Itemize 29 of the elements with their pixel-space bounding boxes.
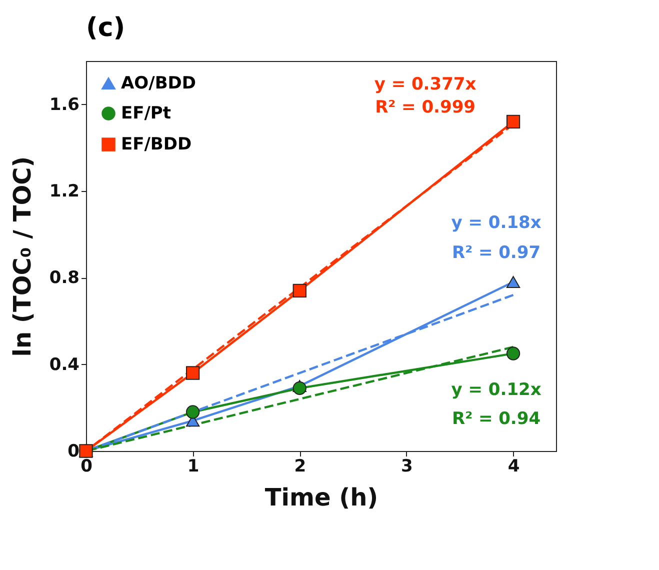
point — [506, 114, 520, 128]
point — [292, 284, 306, 298]
chart-title: (c) — [86, 13, 126, 43]
point — [186, 405, 200, 419]
point — [292, 381, 306, 395]
point — [186, 366, 200, 380]
x-tick-label: 0 — [80, 456, 93, 476]
point — [506, 276, 520, 288]
annotation: R² = 0.97 — [452, 243, 541, 263]
y-axis-title: ln (TOC₀ / TOC) — [8, 156, 36, 357]
annotation: y = 0.377x — [374, 74, 476, 94]
annotation: R² = 0.94 — [452, 409, 541, 429]
y-tick-label: 1.6 — [49, 94, 80, 115]
annotation: R² = 0.999 — [375, 97, 476, 118]
legend-label: AO/BDD — [121, 74, 196, 94]
x-axis-title: Time (h) — [264, 484, 378, 512]
x-tick-label: 4 — [508, 456, 520, 476]
y-tick-label: 0.8 — [49, 268, 80, 288]
point — [506, 346, 520, 360]
x-tick-label: 2 — [294, 456, 306, 476]
annotation: y = 0.18x — [451, 213, 542, 233]
x-tick-label: 1 — [187, 456, 200, 476]
legend-label: EF/Pt — [121, 104, 172, 124]
annotation: y = 0.12x — [451, 380, 542, 400]
y-tick-label: 0.4 — [49, 354, 80, 375]
legend-label: EF/BDD — [121, 134, 192, 154]
x-tick-label: 3 — [401, 456, 413, 476]
y-tick-label: 0 — [68, 442, 80, 462]
y-tick-label: 1.2 — [49, 182, 80, 202]
